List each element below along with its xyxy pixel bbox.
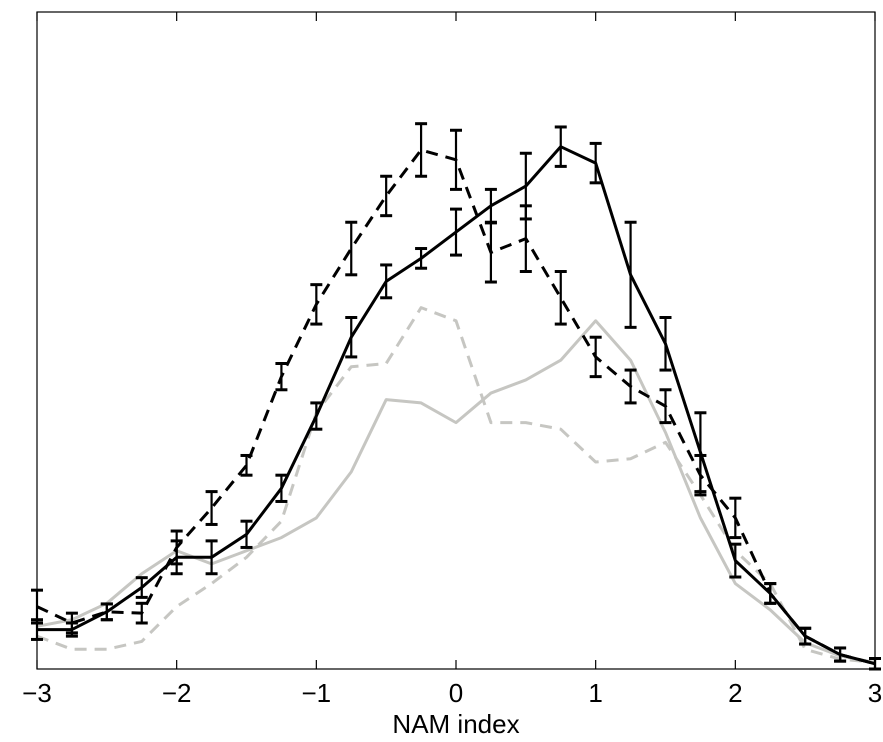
errorbar-series-1-point-6 — [240, 453, 253, 477]
errorbar-series-1-point-2 — [100, 602, 113, 622]
errorbar-series-1-point-4 — [170, 529, 183, 566]
errorbar-series-1-point-19 — [694, 453, 707, 497]
x-tick-label: 3 — [868, 678, 882, 708]
errorbar-series-1-point-7 — [275, 361, 288, 392]
errorbar-series-1-point-14 — [519, 204, 532, 274]
errorbar-series-0-point-3 — [135, 576, 148, 599]
errorbar-series-1-point-16 — [589, 335, 602, 379]
x-axis-ticks — [36, 12, 876, 669]
errorbar-series-0-point-6 — [240, 519, 253, 549]
errorbar-series-0-point-8 — [310, 401, 323, 431]
errorbar-series-0-point-12 — [450, 207, 462, 257]
x-axis-label: NAM index — [392, 709, 519, 739]
x-tick-label: 1 — [588, 678, 602, 708]
errorbar-series-0-point-16 — [589, 141, 602, 185]
errorbar-series-1-point-3 — [135, 601, 148, 625]
errorbar-series-0-point-7 — [275, 473, 288, 503]
x-tick-label: −3 — [22, 678, 52, 708]
errorbar-series-1-point-9 — [345, 220, 358, 277]
errorbar-series-1-point-13 — [484, 221, 497, 284]
errorbar-series-1-point-15 — [554, 270, 567, 326]
x-tick-label: 2 — [728, 678, 742, 708]
errorbar-series-1-point-12 — [450, 128, 462, 191]
errorbar-series-1-point-10 — [380, 174, 393, 218]
errorbar-series-1-point-1 — [65, 611, 78, 635]
x-axis-tick-labels: −3 −2 −1 0 1 2 3 — [22, 678, 882, 708]
errorbar-series-1-point-20 — [729, 496, 742, 540]
errorbar-series-1-point-17 — [624, 368, 637, 405]
x-tick-label: −1 — [302, 678, 332, 708]
errorbar-layer — [31, 122, 881, 671]
errorbar-series-1-point-8 — [310, 283, 323, 326]
errorbar-series-0-point-15 — [554, 125, 567, 168]
errorbar-series-0-point-17 — [624, 220, 637, 329]
errorbar-series-1-point-21 — [764, 582, 777, 605]
errorbar-series-0-point-11 — [415, 247, 428, 270]
errorbar-series-1-point-18 — [659, 388, 672, 425]
errorbar-series-0-point-10 — [380, 263, 393, 300]
errorbar-series-0-point-20 — [729, 542, 742, 579]
x-tick-label: 0 — [449, 678, 463, 708]
errorbar-series-1-point-11 — [415, 122, 428, 178]
errorbar-series-0-point-5 — [205, 539, 218, 576]
errorbar-series-0-point-9 — [345, 316, 358, 359]
x-tick-label: −2 — [162, 678, 192, 708]
errorbar-series-1-point-5 — [205, 490, 218, 526]
errorbar-series-1-point-22 — [799, 626, 812, 646]
errorbar-series-1-point-23 — [834, 646, 847, 663]
errorbar-series-0-point-18 — [659, 316, 672, 372]
